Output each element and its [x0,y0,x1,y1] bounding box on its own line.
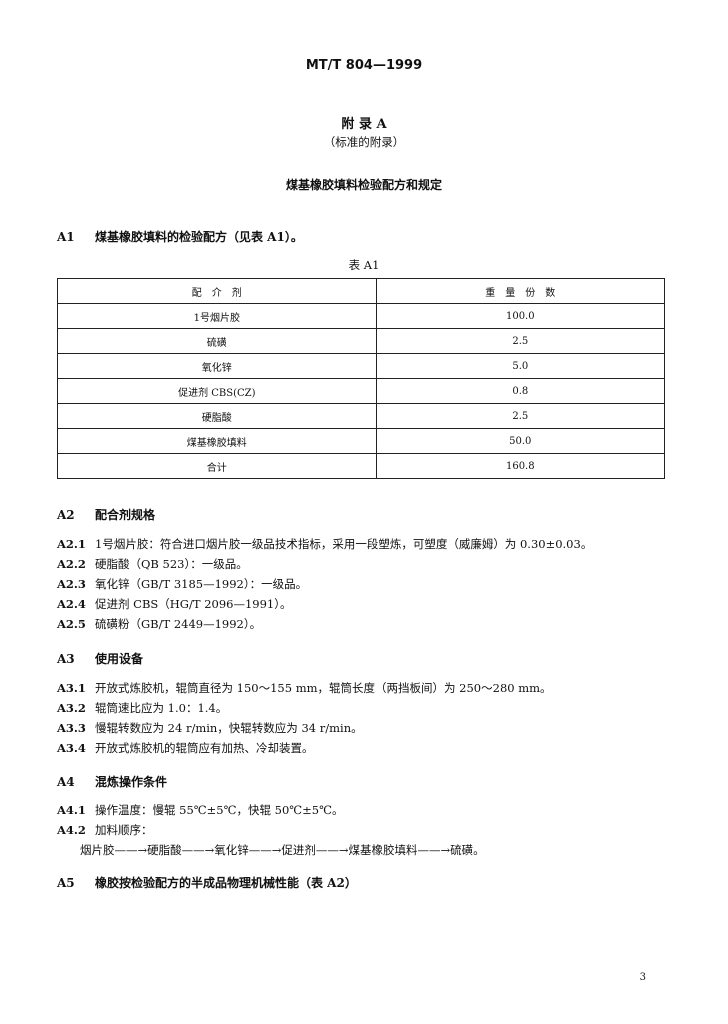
cell: 2.5 [375,403,666,429]
cell: 硫磺 [57,328,377,354]
clause-text: 1号烟片胶：符合进口烟片胶一级品技术指标，采用一段塑炼，可塑度（威廉姆）为 0.… [95,537,593,551]
clause: A4.2 加料顺序： [57,822,153,838]
header-cell: 重 量 份 数 [375,278,666,304]
cell: 100.0 [375,303,666,329]
clause-number: A2.5 [57,617,86,631]
section-text: 煤基橡胶填料的检验配方（见表 A1）。 [95,230,303,244]
appendix-title: 附 录 A [341,117,387,132]
standard-header: MT/T 804—1999 [305,58,423,73]
section-a1: A1 煤基橡胶填料的检验配方（见表 A1）。 [57,228,303,245]
section-title: 混炼操作条件 [95,775,168,789]
table-row: 氧化锌 5.0 [57,353,666,379]
section-a4: A4 混炼操作条件 [57,773,167,790]
section-number: A4 [57,775,75,789]
clause: A2.3 氧化锌（GB/T 3185—1992）：一级品。 [57,576,307,592]
clause: A2.1 1号烟片胶：符合进口烟片胶一级品技术指标，采用一段塑炼，可塑度（威廉姆）… [57,536,592,552]
clause-text: 开放式炼胶机，辊筒直径为 150～155 mm，辊筒长度（两挡板间）为 250～… [95,681,552,695]
cell: 2.5 [375,328,666,354]
table-a1: 配 介 剂重 量 份 数 1号烟片胶 100.0 硫磺 2.5 氧化锌 5.0 促进剂… [57,278,666,479]
section-a2: A2 配合剂规格 [57,506,155,523]
section-title: 使用设备 [95,652,144,666]
section-title: 配合剂规格 [95,508,156,522]
table-row: 1号烟片胶 100.0 [57,303,666,329]
clause-text: 硫磺粉（GB/T 2449—1992）。 [95,617,262,631]
cell: 0.8 [375,378,666,404]
clause-text: 硬脂酸（QB 523）：一级品。 [95,557,248,571]
clause-number: A2.1 [57,537,86,551]
cell: 5.0 [375,353,666,379]
clause-text: 开放式炼胶机的辊筒应有加热、冷却装置。 [95,741,314,755]
page-number: 3 [639,972,646,983]
clause-number: A2.4 [57,597,86,611]
cell: 160.8 [375,453,666,479]
clause-text: 慢辊转数应为 24 r/min，快辊转数应为 34 r/min。 [95,721,363,735]
cell: 硬脂酸 [57,403,377,429]
section-a5: A5 橡胶按检验配方的半成品物理机械性能（表 A2） [57,874,357,891]
clause-number: A3.3 [57,721,86,735]
section-number: A1 [57,230,75,244]
clause-text: 促进剂 CBS（HG/T 2096—1991）。 [95,597,292,611]
clause-text: 氧化锌（GB/T 3185—1992）：一级品。 [95,577,308,591]
clause: A4.1 操作温度：慢辊 55℃±5℃，快辊 50℃±5℃。 [57,802,343,818]
cell: 促进剂 CBS(CZ) [57,378,377,404]
table-header-row: 配 介 剂重 量 份 数 [57,278,666,304]
clause-number: A3.1 [57,681,86,695]
table-row: 合计 160.8 [57,453,666,479]
cell: 煤基橡胶填料 [57,428,377,454]
header-cell: 配 介 剂 [57,278,377,304]
clause-number: A2.2 [57,557,86,571]
clause-number: A4.1 [57,803,86,817]
clause-text: 加料顺序： [95,823,153,837]
clause: A2.5 硫磺粉（GB/T 2449—1992）。 [57,616,261,632]
clause: A3.4 开放式炼胶机的辊筒应有加热、冷却装置。 [57,740,314,756]
clause-number: A4.2 [57,823,86,837]
clause-number: A3.2 [57,701,86,715]
appendix-heading: 煤基橡胶填料检验配方和规定 [285,178,442,192]
table-row: 硫磺 2.5 [57,328,666,354]
section-a3: A3 使用设备 [57,650,143,667]
section-text: 橡胶按检验配方的半成品物理机械性能（表 A2） [95,876,357,890]
clause: A2.4 促进剂 CBS（HG/T 2096—1991）。 [57,596,291,612]
clause: A3.3 慢辊转数应为 24 r/min，快辊转数应为 34 r/min。 [57,720,363,736]
table-caption: 表 A1 [348,258,380,272]
section-number: A5 [57,876,75,890]
cell: 1号烟片胶 [57,303,377,329]
cell: 合计 [57,453,377,479]
clause: A3.2 辊筒速比应为 1.0：1.4。 [57,700,227,716]
section-number: A2 [57,508,75,522]
appendix-subtitle: （标准的附录） [323,135,405,149]
clause-text: 操作温度：慢辊 55℃±5℃，快辊 50℃±5℃。 [95,803,344,817]
clause: A2.2 硬脂酸（QB 523）：一级品。 [57,556,248,572]
clause-number: A2.3 [57,577,86,591]
section-number: A3 [57,652,75,666]
cell: 氧化锌 [57,353,377,379]
cell: 50.0 [375,428,666,454]
clause: A3.1 开放式炼胶机，辊筒直径为 150～155 mm，辊筒长度（两挡板间）为 … [57,680,552,696]
table-row: 硬脂酸 2.5 [57,403,666,429]
clause-text: 辊筒速比应为 1.0：1.4。 [95,701,228,715]
table-row: 煤基橡胶填料 50.0 [57,428,666,454]
feeding-sequence: 烟片胶——→硬脂酸——→氧化锌——→促进剂——→煤基橡胶填料——→硫磺。 [80,843,485,857]
clause-number: A3.4 [57,741,86,755]
table-row: 促进剂 CBS(CZ) 0.8 [57,378,666,404]
